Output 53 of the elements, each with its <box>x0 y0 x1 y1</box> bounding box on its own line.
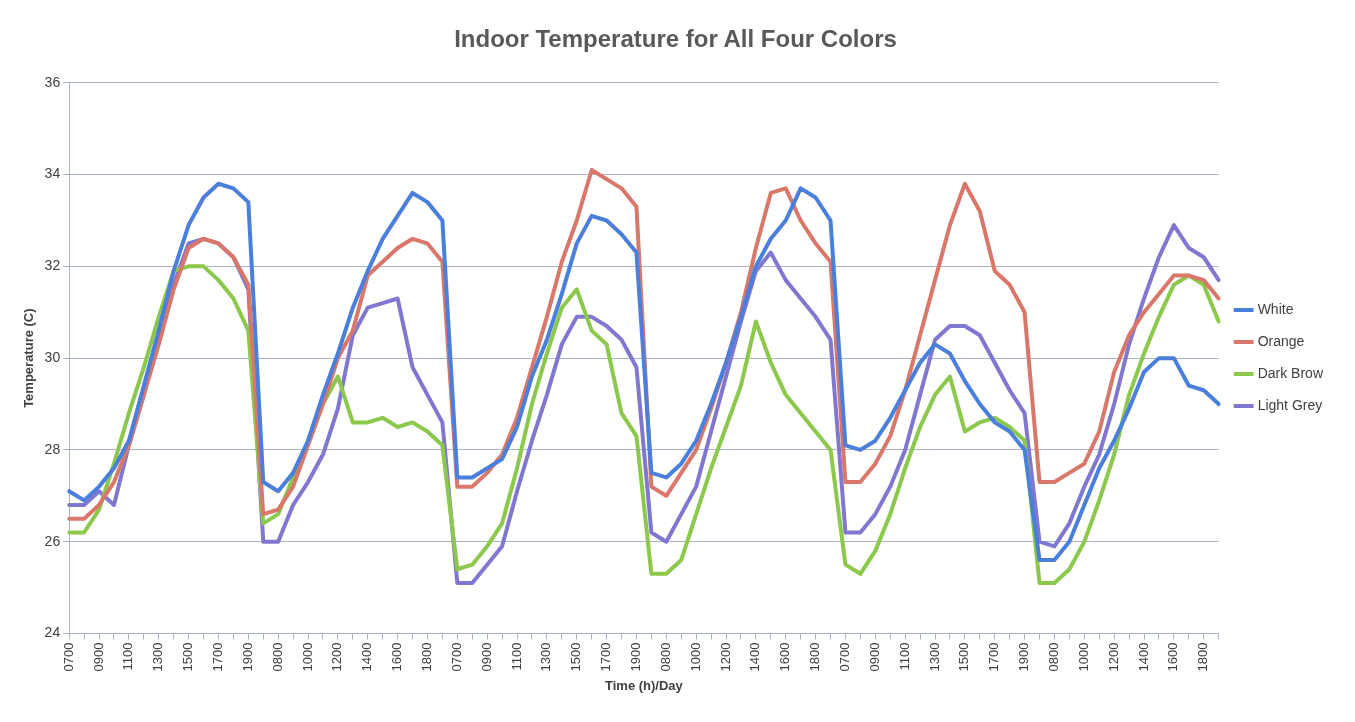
x-tick-label: 1400 <box>747 642 763 672</box>
y-tick-label: 28 <box>44 440 61 457</box>
x-tick-label: 1900 <box>1016 642 1032 672</box>
x-tick-label: 1500 <box>568 642 584 672</box>
x-tick-label: 1700 <box>986 642 1002 672</box>
x-tick-label: 1800 <box>1195 642 1211 672</box>
x-tick-label: 1500 <box>956 642 972 672</box>
x-tick-label: 1100 <box>896 642 912 671</box>
x-tick-label: 1300 <box>150 642 166 672</box>
x-tick-label: 1200 <box>717 642 733 672</box>
x-tick-label: 1600 <box>389 642 405 672</box>
x-tick-label: 1300 <box>538 642 554 672</box>
x-tick-label: 1600 <box>1165 642 1181 672</box>
x-tick-label: 1800 <box>807 642 823 672</box>
x-tick-label: 0800 <box>269 642 285 672</box>
legend-label: White <box>1257 300 1294 317</box>
x-tick-label: 1600 <box>777 642 793 672</box>
x-tick-label: 0700 <box>448 642 464 672</box>
y-tick-label: 32 <box>44 257 61 274</box>
y-tick-label: 30 <box>44 349 61 365</box>
x-tick-label: 1000 <box>687 642 703 672</box>
x-tick-label: 0700 <box>837 642 853 672</box>
x-tick-label: 0700 <box>60 642 76 672</box>
x-tick-label: 1400 <box>1135 642 1151 672</box>
x-tick-label: 1300 <box>926 642 942 672</box>
legend-label: Dark Brow <box>1257 364 1324 381</box>
y-tick-label: 34 <box>44 165 61 182</box>
x-tick-label: 1500 <box>180 642 196 672</box>
x-tick-label: 1700 <box>210 642 226 672</box>
legend-label: Orange <box>1257 332 1305 349</box>
x-tick-label: 1200 <box>1105 642 1121 672</box>
y-tick-label: 36 <box>44 73 61 90</box>
x-tick-label: 0900 <box>90 642 106 672</box>
x-tick-label: 1000 <box>1075 642 1091 672</box>
x-tick-label: 0900 <box>866 642 882 672</box>
x-tick-label: 1100 <box>508 642 524 671</box>
x-axis-title: Time (h)/Day <box>605 677 684 693</box>
x-tick-label: 1100 <box>120 642 136 671</box>
legend-label: Light Grey <box>1257 396 1323 413</box>
y-axis-title: Temperature (C) <box>21 308 37 408</box>
x-tick-label: 0900 <box>478 642 494 672</box>
x-tick-label: 1400 <box>359 642 375 672</box>
x-tick-label: 1900 <box>239 642 255 672</box>
y-tick-label: 26 <box>44 532 61 549</box>
x-tick-label: 1200 <box>329 642 345 672</box>
x-tick-label: 1900 <box>628 642 644 672</box>
chart-title: Indoor Temperature for All Four Colors <box>454 25 897 53</box>
x-tick-label: 0800 <box>657 642 673 672</box>
x-tick-label: 0800 <box>1046 642 1062 672</box>
y-tick-label: 24 <box>44 624 61 641</box>
x-tick-label: 1000 <box>299 642 315 672</box>
x-tick-label: 1800 <box>419 642 435 672</box>
x-tick-label: 1700 <box>598 642 614 672</box>
